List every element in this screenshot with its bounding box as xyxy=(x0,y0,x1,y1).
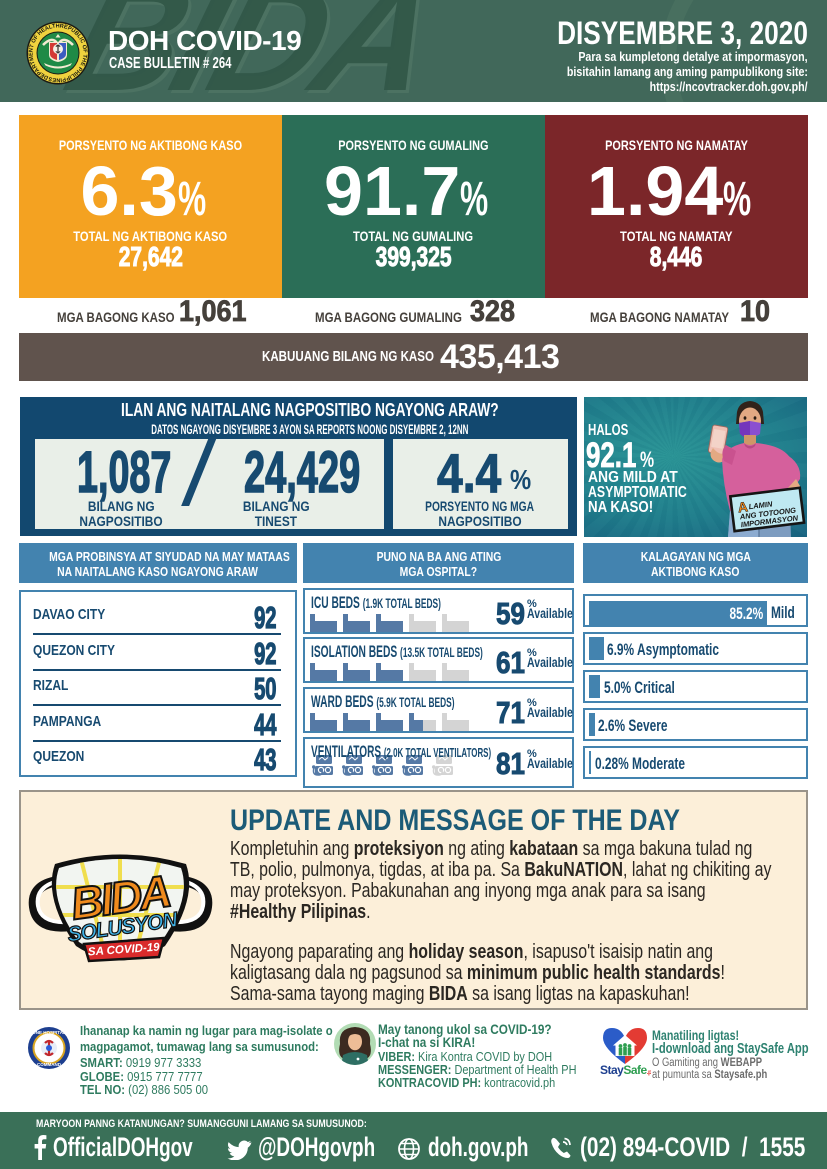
svg-text:COMMAND: COMMAND xyxy=(37,1062,62,1067)
svg-text:A: A xyxy=(737,498,749,515)
svg-text:BIDA: BIDA xyxy=(68,865,173,929)
svg-text:LAMIN: LAMIN xyxy=(748,499,773,511)
svg-text:SA COVID-19: SA COVID-19 xyxy=(88,941,161,958)
svg-text:StaySafe.ph: StaySafe.ph xyxy=(600,1063,651,1077)
svg-text:ONE HOSPITAL: ONE HOSPITAL xyxy=(32,1030,66,1035)
